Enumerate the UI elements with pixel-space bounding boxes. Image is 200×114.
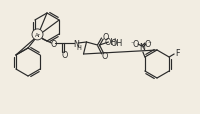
Text: OH: OH xyxy=(110,38,122,47)
Text: OH: OH xyxy=(104,37,116,46)
Text: O: O xyxy=(101,52,107,60)
Circle shape xyxy=(32,30,43,41)
Text: H: H xyxy=(76,44,81,50)
Text: O: O xyxy=(61,51,67,60)
Text: O: O xyxy=(144,39,150,48)
Text: N: N xyxy=(138,42,144,51)
Text: F: F xyxy=(174,49,178,58)
Text: O: O xyxy=(50,39,56,48)
Text: ⁻: ⁻ xyxy=(147,41,151,47)
Text: O: O xyxy=(102,32,108,41)
Text: O: O xyxy=(132,39,138,48)
Text: Ar: Ar xyxy=(34,33,40,38)
Text: N: N xyxy=(73,39,79,48)
Text: ⁻: ⁻ xyxy=(130,41,134,47)
